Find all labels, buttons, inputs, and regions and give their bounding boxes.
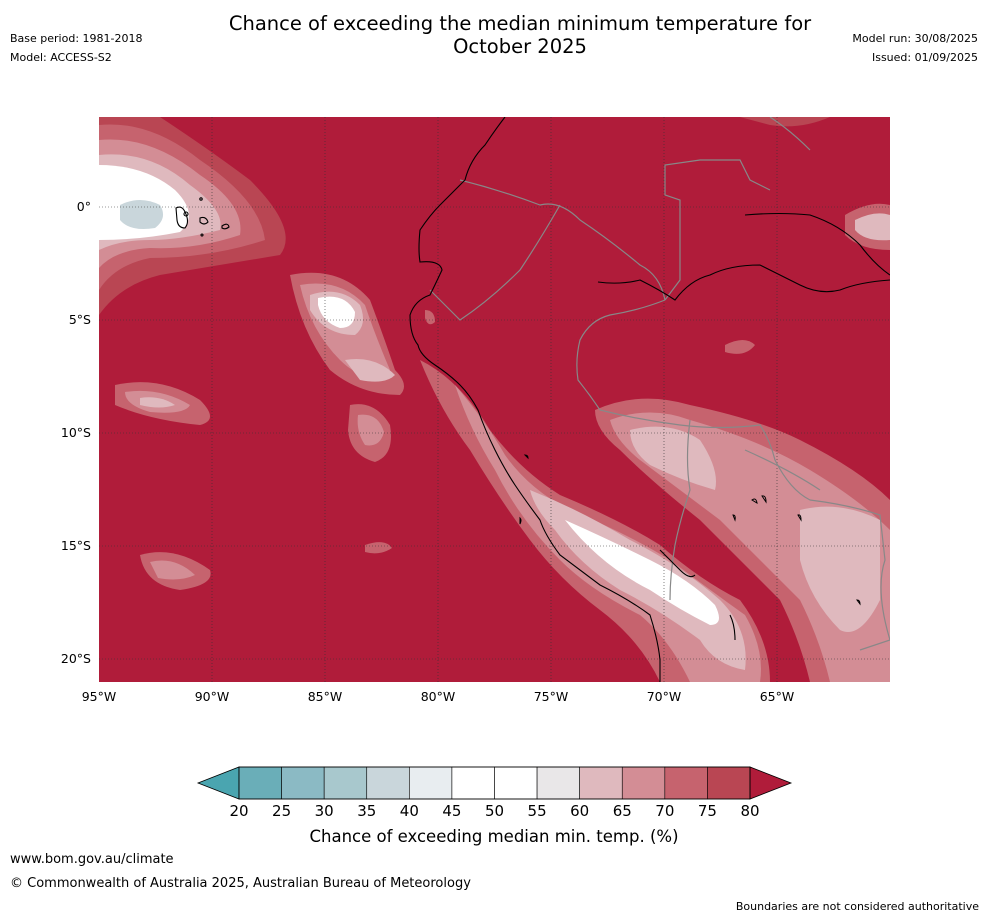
issued-text: Issued: 01/09/2025: [871, 51, 978, 64]
map-field: [99, 117, 890, 682]
longitude-labels: 95°W 90°W 85°W 80°W 75°W 70°W 65°W: [82, 689, 795, 704]
lon-label: 80°W: [421, 689, 456, 704]
colorbar-cell: [621, 766, 666, 800]
colorbar: 20 25 30 35 40 45 50 55 60 65 70 75 80: [196, 766, 793, 820]
colorbar-low-extend: [196, 766, 240, 800]
colorbar-cell: [409, 766, 453, 800]
colorbar-cell: [366, 766, 410, 800]
lon-label: 75°W: [534, 689, 569, 704]
colorbar-tick-label: 75: [698, 802, 717, 820]
lat-label: 15°S: [61, 538, 91, 553]
bolivia-anomaly: [595, 398, 890, 682]
colorbar-tick-label: 40: [400, 802, 419, 820]
colorbar-label: Chance of exceeding median min. temp. (%…: [309, 827, 679, 846]
model-run-text: Model run: 30/08/2025: [852, 32, 978, 45]
colorbar-tick-label: 65: [613, 802, 632, 820]
disclaimer-text: Boundaries are not considered authoritat…: [735, 900, 979, 913]
colorbar-cell: [579, 766, 623, 800]
lon-label: 65°W: [760, 689, 795, 704]
lon-label: 85°W: [308, 689, 343, 704]
colorbar-cell: [494, 766, 538, 800]
lat-label: 10°S: [61, 425, 91, 440]
lon-label: 70°W: [647, 689, 682, 704]
lon-label: 90°W: [195, 689, 230, 704]
website-link[interactable]: www.bom.gov.au/climate: [10, 852, 174, 867]
colorbar-tick-label: 60: [570, 802, 589, 820]
colorbar-cell: [281, 766, 325, 800]
coastline: [409, 117, 890, 682]
colorbar-tick-label: 35: [357, 802, 376, 820]
colorbar-cell: [238, 766, 282, 800]
colorbar-tick-label: 25: [272, 802, 291, 820]
colorbar-tick-label: 55: [528, 802, 547, 820]
copyright-text: © Commonwealth of Australia 2025, Austra…: [10, 876, 471, 891]
colorbar-high-extend: [749, 766, 793, 800]
galapagos-anomaly: [99, 117, 286, 315]
colorbar-tick-label: 80: [740, 802, 759, 820]
country-boundaries: [429, 117, 890, 651]
base-period-text: Base period: 1981-2018: [10, 32, 143, 45]
map-title: Chance of exceeding the median minimum t…: [0, 12, 988, 58]
model-text: Model: ACCESS-S2: [10, 51, 112, 64]
galapagos-islands: [175, 197, 230, 237]
graticule: [99, 117, 890, 682]
lakes: [519, 454, 861, 606]
lat-label: 5°S: [69, 312, 91, 327]
colorbar-tick-label: 70: [655, 802, 674, 820]
lat-label: 0°: [77, 199, 91, 214]
colorbar-tick-label: 45: [442, 802, 461, 820]
colorbar-tick-label: 30: [315, 802, 334, 820]
colorbar-cell: [451, 766, 495, 800]
latitude-labels: 0° 5°S 10°S 15°S 20°S: [61, 199, 91, 666]
colorbar-cell: [707, 766, 751, 800]
title-line-1: Chance of exceeding the median minimum t…: [228, 12, 812, 35]
colorbar-tick-label: 20: [229, 802, 248, 820]
colorbar-cell: [536, 766, 580, 800]
lat-label: 20°S: [61, 651, 91, 666]
colorbar-tick-label: 50: [485, 802, 504, 820]
colorbar-cell: [323, 766, 368, 800]
title-line-2: October 2025: [453, 35, 587, 58]
colorbar-cell: [664, 766, 708, 800]
lon-label: 95°W: [82, 689, 117, 704]
